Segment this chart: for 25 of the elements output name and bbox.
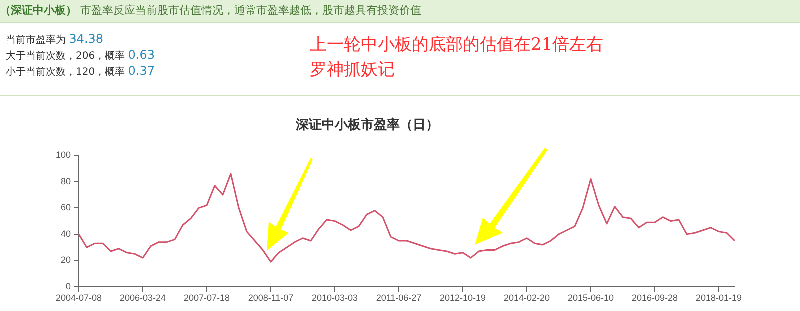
y-tick-label: 100 bbox=[56, 150, 71, 160]
x-tick-label: 2012-10-19 bbox=[440, 292, 486, 303]
y-tick-label: 40 bbox=[60, 228, 71, 239]
text: 大于当前次数，206，概率 0.63 bbox=[6, 48, 155, 63]
x-tick-label: 2015-06-10 bbox=[568, 292, 614, 303]
x-tick-label: 2006-03-24 bbox=[120, 292, 166, 303]
x-tick-label: 2016-09-28 bbox=[632, 292, 678, 303]
x-tick-label: 2004-07-08 bbox=[56, 292, 102, 303]
text: （深证中小板） bbox=[0, 4, 77, 17]
x-tick-label: 2011-06-27 bbox=[376, 292, 422, 303]
x-tick-label: 2014-02-20 bbox=[504, 292, 550, 303]
text: 罗神抓妖记 bbox=[310, 59, 395, 81]
text: 上一轮中小板的底部的估值在21倍左右 bbox=[310, 34, 604, 56]
chart-title: 深证中小板市盈率（日） bbox=[295, 117, 439, 134]
text: 市盈率反应当前股市估值情况，通常市盈率越低，股市越具有投资价值 bbox=[79, 4, 422, 17]
y-tick-label: 20 bbox=[60, 255, 71, 266]
x-tick-label: 2018-01-19 bbox=[696, 292, 742, 303]
x-tick-label: 2008-11-07 bbox=[248, 292, 294, 303]
x-tick-label: 2010-03-03 bbox=[312, 292, 358, 303]
text: 小于当前次数，120，概率 0.37 bbox=[6, 64, 155, 79]
text: 当前市盈率为 34.38 bbox=[6, 32, 104, 47]
y-tick-label: 80 bbox=[60, 176, 71, 186]
y-tick-label: 60 bbox=[60, 202, 71, 213]
x-tick-label: 2007-07-18 bbox=[184, 292, 230, 303]
y-tick-label: 0 bbox=[66, 281, 71, 292]
